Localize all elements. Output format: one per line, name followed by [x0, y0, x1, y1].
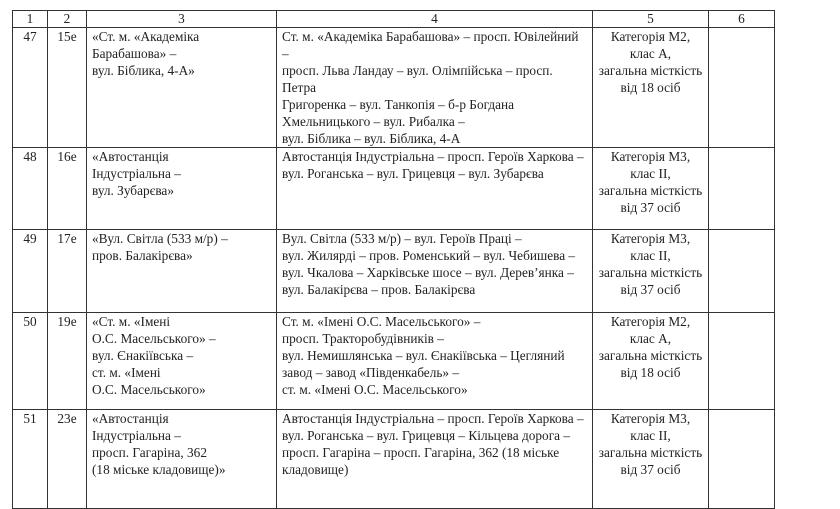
route-number: 17е — [47, 229, 87, 313]
vehicle-category: Категорія М3, клас ІІ, загальна місткіст… — [592, 409, 709, 509]
route-name: «Автостанція Індустріальна – просп. Гага… — [86, 409, 277, 509]
row-number: 51 — [12, 409, 48, 509]
route-path: Ст. м. «Імені О.С. Масельського» – просп… — [276, 312, 593, 410]
route-name: «Ст. м. «Академіка Барабашова» – вул. Бі… — [86, 27, 277, 148]
row-number: 48 — [12, 147, 48, 230]
note-cell — [708, 312, 775, 410]
header-cell: 6 — [708, 10, 775, 28]
vehicle-category: Категорія М3, клас ІІ, загальна місткіст… — [592, 229, 709, 313]
table-row: 49 17е «Вул. Світла (533 м/р) – пров. Ба… — [12, 229, 775, 313]
row-number: 50 — [12, 312, 48, 410]
route-name: «Ст. м. «Імені О.С. Масельського» – вул.… — [86, 312, 277, 410]
header-cell: 2 — [47, 10, 87, 28]
header-row: 1 2 3 4 5 6 — [12, 10, 775, 28]
route-number: 16е — [47, 147, 87, 230]
note-cell — [708, 27, 775, 148]
vehicle-category: Категорія М2, клас А, загальна місткість… — [592, 27, 709, 148]
note-cell — [708, 409, 775, 509]
route-path: Автостанція Індустріальна – просп. Герої… — [276, 147, 593, 230]
route-path: Автостанція Індустріальна – просп. Герої… — [276, 409, 593, 509]
table-row: 50 19е «Ст. м. «Імені О.С. Масельського»… — [12, 312, 775, 410]
row-number: 47 — [12, 27, 48, 148]
note-cell — [708, 229, 775, 313]
table-row: 51 23е «Автостанція Індустріальна – прос… — [12, 409, 775, 509]
route-name: «Вул. Світла (533 м/р) – пров. Балакірєв… — [86, 229, 277, 313]
table-row: 48 16е «Автостанція Індустріальна – вул.… — [12, 147, 775, 230]
route-number: 23е — [47, 409, 87, 509]
header-cell: 3 — [86, 10, 277, 28]
route-path: Вул. Світла (533 м/р) – вул. Героїв Прац… — [276, 229, 593, 313]
route-number: 15е — [47, 27, 87, 148]
route-path: Ст. м. «Академіка Барабашова» – просп. Ю… — [276, 27, 593, 148]
row-number: 49 — [12, 229, 48, 313]
vehicle-category: Категорія М2, клас А, загальна місткість… — [592, 312, 709, 410]
route-number: 19е — [47, 312, 87, 410]
header-cell: 1 — [12, 10, 48, 28]
header-cell: 4 — [276, 10, 593, 28]
header-cell: 5 — [592, 10, 709, 28]
vehicle-category: Категорія М3, клас ІІ, загальна місткіст… — [592, 147, 709, 230]
routes-table: 1 2 3 4 5 6 47 15е «Ст. м. «Академіка Ба… — [12, 10, 775, 509]
route-name: «Автостанція Індустріальна – вул. Зубарє… — [86, 147, 277, 230]
note-cell — [708, 147, 775, 230]
table-row: 47 15е «Ст. м. «Академіка Барабашова» – … — [12, 27, 775, 148]
